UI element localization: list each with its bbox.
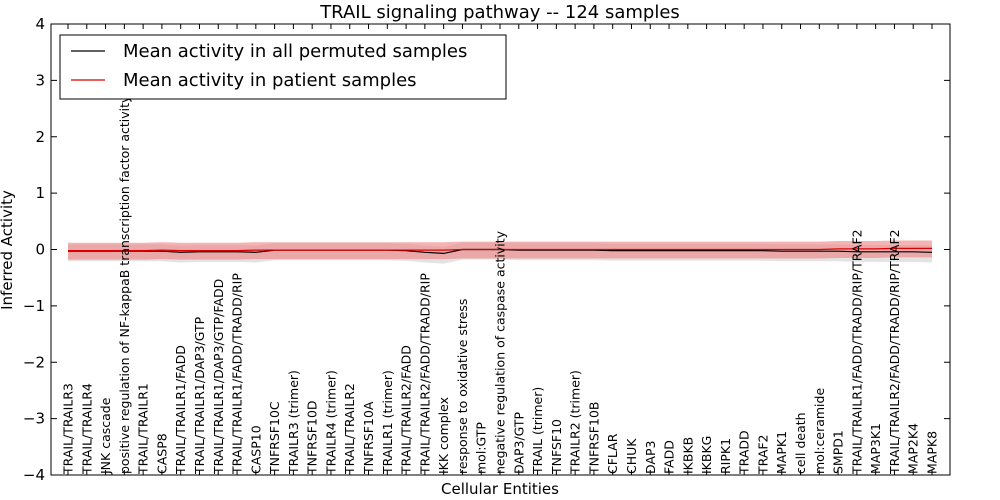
- legend: Mean activity in all permuted samples Me…: [59, 34, 507, 100]
- x-category-label: TNFSF10: [549, 419, 564, 475]
- x-category-label: MAP2K4: [906, 423, 921, 474]
- x-category-label: MAPK1: [774, 431, 789, 474]
- y-tick-label: 2: [35, 128, 45, 146]
- chart-title: TRAIL signaling pathway -- 124 samples: [319, 2, 680, 23]
- legend-box: [59, 34, 507, 100]
- x-category-label: TRAIL/TRAILR1/FADD/TRADD/RIP/TRAF2: [849, 229, 864, 475]
- x-category-label: TRAIL/TRAILR1: [136, 383, 151, 475]
- x-category-label: TRAF2: [756, 434, 771, 475]
- y-tick-label: −3: [23, 410, 45, 428]
- x-category-label: TRAIL/TRAILR3: [61, 383, 76, 475]
- x-category-label: TNFRSF10B: [586, 402, 601, 475]
- x-category-label: mol:GTP: [474, 422, 489, 474]
- x-category-label: TRAIL (trimer): [530, 387, 545, 475]
- x-axis: TRAIL/TRAILR3 TRAIL/TRAILR4 JNK cascade pos…: [61, 24, 940, 475]
- y-axis: −4 −3 −2 −1 0 1 2 3 4: [23, 15, 950, 484]
- x-category-label: TRAIL/TRAILR1/FADD: [173, 345, 188, 475]
- x-category-label: CASP8: [154, 433, 169, 474]
- x-category-label: TRAIL/TRAILR1/DAP3/GTP: [192, 316, 207, 475]
- x-category-label: CFLAR: [605, 433, 620, 474]
- y-tick-label: 0: [35, 241, 45, 259]
- lines-layer: [68, 247, 933, 255]
- y-tick-label: 3: [35, 71, 45, 89]
- x-category-label: IKK complex: [436, 397, 451, 474]
- x-category-label: IKBKB: [680, 437, 695, 474]
- x-category-label: SMPD1: [831, 430, 846, 474]
- x-axis-label: Cellular Entities: [441, 480, 559, 498]
- series-line-1: [68, 247, 932, 252]
- x-category-label: TRAILR2 (trimer): [568, 370, 583, 475]
- y-tick-label: −2: [23, 353, 45, 371]
- x-category-label: TRAIL/TRAILR2/FADD: [399, 345, 414, 475]
- x-category-label: TRAIL/TRAILR1/DAP3/GTP/FADD: [211, 279, 226, 475]
- y-tick-label: 4: [35, 15, 45, 33]
- bands-layer: [68, 240, 932, 264]
- x-category-label: CASP10: [248, 425, 263, 474]
- x-category-label: TRAILR3 (trimer): [286, 370, 301, 475]
- y-tick-label: 1: [35, 184, 45, 202]
- x-category-label: positive regulation of NF-kappaB transcr…: [117, 95, 132, 474]
- x-category-label: TRAILR1 (trimer): [380, 370, 395, 475]
- x-category-label: DAP3/GTP: [511, 411, 526, 474]
- x-category-label: negative regulation of caspase activity: [493, 230, 508, 474]
- x-category-label: JNK cascade: [98, 397, 113, 475]
- legend-label-permuted: Mean activity in all permuted samples: [123, 41, 467, 62]
- x-category-label: TRAIL/TRAILR2/FADD/TRADD/RIP/TRAF2: [887, 229, 902, 475]
- x-category-label: MAP3K1: [868, 423, 883, 474]
- x-category-label: RIPK1: [718, 438, 733, 474]
- x-category-label: response to oxidative stress: [455, 299, 470, 474]
- x-category-label: TRAIL/TRAILR2/FADD/TRADD/RIP: [417, 273, 432, 475]
- x-category-label: FADD: [662, 440, 677, 474]
- x-category-label: TRAILR4 (trimer): [324, 370, 339, 475]
- legend-label-patient: Mean activity in patient samples: [123, 70, 417, 91]
- x-category-label: DAP3: [643, 441, 658, 474]
- x-category-label: CHUK: [624, 438, 639, 474]
- x-category-label: TRAIL/TRAILR2: [342, 383, 357, 475]
- x-category-label: TRAIL/TRAILR1/FADD/TRADD/RIP: [230, 273, 245, 475]
- x-category-label: cell death: [793, 412, 808, 474]
- x-category-label: TNFRSF10C: [267, 401, 282, 475]
- x-category-label: MAPK8: [925, 431, 940, 474]
- x-category-label: TRAIL/TRAILR4: [79, 383, 94, 475]
- x-category-label: TNFRSF10D: [305, 400, 320, 475]
- x-category-label: TNFRSF10A: [361, 401, 376, 475]
- y-tick-label: −1: [23, 297, 45, 315]
- y-axis-label: Inferred Activity: [0, 190, 16, 310]
- y-tick-label: −4: [23, 466, 45, 484]
- x-category-label: IKBKG: [699, 436, 714, 474]
- x-category-label: mol:ceramide: [812, 388, 827, 474]
- x-category-label: TRADD: [737, 430, 752, 475]
